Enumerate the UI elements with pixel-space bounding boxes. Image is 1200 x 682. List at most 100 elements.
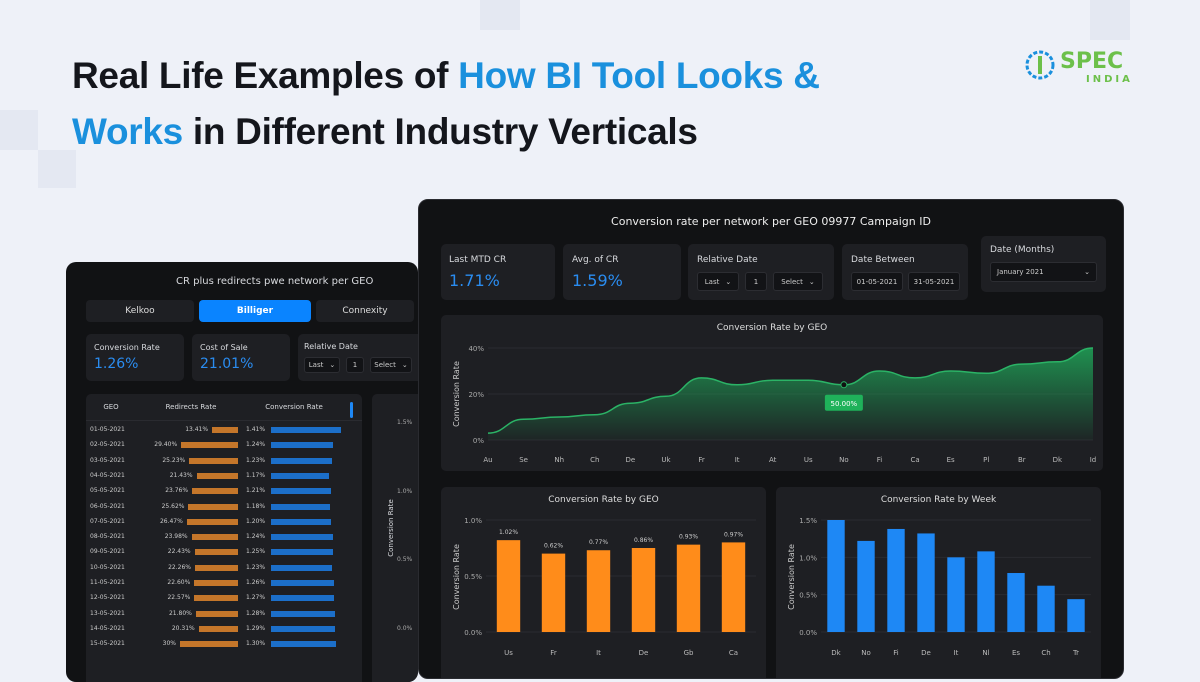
y-tick-label: 1.5% xyxy=(799,517,817,525)
geo-bar-chart-panel: Conversion Rate by GEO 0.0% 0.5% 1.0% 1.02%… xyxy=(441,487,766,678)
period-select[interactable]: Last ⌄ xyxy=(304,357,340,373)
geo-date: 07-05-2021 xyxy=(90,517,125,525)
right-dashboard: Conversion rate per network per GEO 0997… xyxy=(418,199,1124,679)
table-row[interactable]: 08-05-2021 23.98% 1.24% xyxy=(86,531,366,543)
x-tick-label: Nl xyxy=(982,649,989,657)
conversion-bar xyxy=(271,503,330,510)
bar xyxy=(721,542,746,632)
table-row[interactable]: 10-05-2021 22.26% 1.23% xyxy=(86,562,366,574)
x-tick-label: Fi xyxy=(877,456,883,464)
tab-billiger[interactable]: Billiger xyxy=(199,300,311,322)
geo-date: 02-05-2021 xyxy=(90,441,125,449)
y-tick-label: 0.0% xyxy=(799,629,817,637)
count-input[interactable]: 1 xyxy=(745,272,767,291)
x-tick-label: No xyxy=(861,649,871,657)
table-row[interactable]: 07-05-2021 26.47% 1.20% xyxy=(86,516,366,528)
redirects-bar xyxy=(191,534,238,541)
x-tick-label: It xyxy=(596,649,601,657)
x-tick-label: It xyxy=(735,456,740,464)
x-tick-label: Us xyxy=(804,456,813,464)
bar xyxy=(631,548,656,632)
redirects-bar xyxy=(196,472,238,479)
conversion-bar xyxy=(271,564,333,571)
table-row[interactable]: 12-05-2021 22.57% 1.27% xyxy=(86,592,366,604)
table-row[interactable]: 02-05-2021 29.40% 1.24% xyxy=(86,439,366,451)
bar xyxy=(496,540,521,632)
redirects-value: 22.26% xyxy=(168,563,191,571)
redirects-bar xyxy=(180,641,238,648)
headline: Real Life Examples of How BI Tool Looks … xyxy=(72,55,820,152)
unit-select[interactable]: Select ⌄ xyxy=(773,272,823,291)
bar xyxy=(586,550,611,632)
month-select[interactable]: January 2021 ⌄ xyxy=(990,262,1097,282)
chart-title: Conversion Rate by GEO xyxy=(716,323,828,333)
conversion-value: 1.18% xyxy=(246,502,266,510)
x-tick-label: Pl xyxy=(983,456,989,464)
table-row[interactable]: 01-05-2021 13.41% 1.41% xyxy=(86,424,366,436)
tooltip-box xyxy=(824,394,863,411)
table-row[interactable]: 15-05-2021 30% 1.30% xyxy=(86,638,366,650)
table-row[interactable]: 05-05-2021 23.76% 1.21% xyxy=(86,485,366,497)
table-row[interactable]: 03-05-2021 25.23% 1.23% xyxy=(86,455,366,467)
redirects-bar xyxy=(194,595,238,602)
period-select[interactable]: Last ⌄ xyxy=(697,272,739,291)
bar xyxy=(827,520,845,632)
x-tick-label: Ca xyxy=(729,649,738,657)
y-axis-label: Conversion Rate xyxy=(452,361,461,427)
geo-table: GEO Redirects Rate Conversion Rate 01-05… xyxy=(86,394,362,682)
bar xyxy=(676,544,701,632)
table-row[interactable]: 04-05-2021 21.43% 1.17% xyxy=(86,470,366,482)
y-tick-label: 0.0% xyxy=(464,629,482,637)
y-tick-label: 0% xyxy=(473,437,484,445)
conversion-bar xyxy=(271,442,333,449)
geo-date: 01-05-2021 xyxy=(90,426,125,433)
bar xyxy=(917,533,935,632)
x-tick-label: Nh xyxy=(554,456,564,464)
bar xyxy=(1007,573,1025,632)
count-input[interactable]: 1 xyxy=(346,357,364,373)
conversion-value: 1.23% xyxy=(246,563,266,571)
y-axis-label: Conversion Rate xyxy=(787,544,796,610)
bar xyxy=(887,528,905,632)
x-tick-label: Dk xyxy=(831,649,841,657)
data-label: 0.77% xyxy=(589,539,608,546)
table-row[interactable]: 14-05-2021 20.31% 1.29% xyxy=(86,623,366,635)
scrollbar[interactable] xyxy=(350,402,353,418)
redirects-value: 23.98% xyxy=(164,533,188,541)
tab-kelkoo[interactable]: Kelkoo xyxy=(86,300,194,322)
table-row[interactable]: 11-05-2021 22.60% 1.26% xyxy=(86,577,366,589)
geo-date: 15-05-2021 xyxy=(90,640,125,648)
redirects-value: 30% xyxy=(162,640,176,648)
conversion-value: 1.20% xyxy=(246,517,266,525)
dashboard-title: CR plus redirects pwe network per GEO xyxy=(176,276,374,287)
conversion-bar xyxy=(271,472,330,479)
redirects-bar xyxy=(198,625,238,632)
conversion-bar xyxy=(271,580,334,586)
geo-bar-chart: 0.0% 0.5% 1.0% 1.02% Us 0.62% Fr 0.77% It 0.86% De… xyxy=(452,517,756,657)
unit-select[interactable]: Select ⌄ xyxy=(370,357,412,373)
bg-square xyxy=(0,110,38,150)
bar xyxy=(1037,585,1055,632)
table-row[interactable]: 13-05-2021 21.80% 1.28% xyxy=(86,608,366,620)
table-row[interactable]: 09-05-2021 22.43% 1.25% xyxy=(86,546,366,558)
bar xyxy=(947,557,965,632)
conversion-value: 1.26% xyxy=(246,579,266,586)
tab-connexity[interactable]: Connexity xyxy=(316,300,414,322)
redirects-bar xyxy=(195,610,238,617)
date-to-input[interactable]: 31-05-2021 xyxy=(908,272,960,291)
conversion-value: 1.27% xyxy=(246,594,266,602)
date-months-card: Date (Months) January 2021 ⌄ xyxy=(981,236,1106,292)
redirects-bar xyxy=(212,427,238,433)
chart-title: Conversion Rate by Week xyxy=(880,495,997,505)
redirects-bar xyxy=(186,518,238,525)
conversion-value: 1.41% xyxy=(246,426,266,433)
table-row[interactable]: 06-05-2021 25.62% 1.18% xyxy=(86,501,366,513)
cost-of-sale-card: Cost of Sale 21.01% xyxy=(192,334,290,381)
area-fill xyxy=(488,348,1093,440)
chevron-down-icon: ⌄ xyxy=(401,361,408,369)
x-tick-label: De xyxy=(921,649,931,657)
geo-date: 06-05-2021 xyxy=(90,502,125,510)
date-from-input[interactable]: 01-05-2021 xyxy=(851,272,903,291)
svg-text:INDIA: INDIA xyxy=(1086,74,1133,85)
y-tick-label: 0.5% xyxy=(799,592,817,600)
